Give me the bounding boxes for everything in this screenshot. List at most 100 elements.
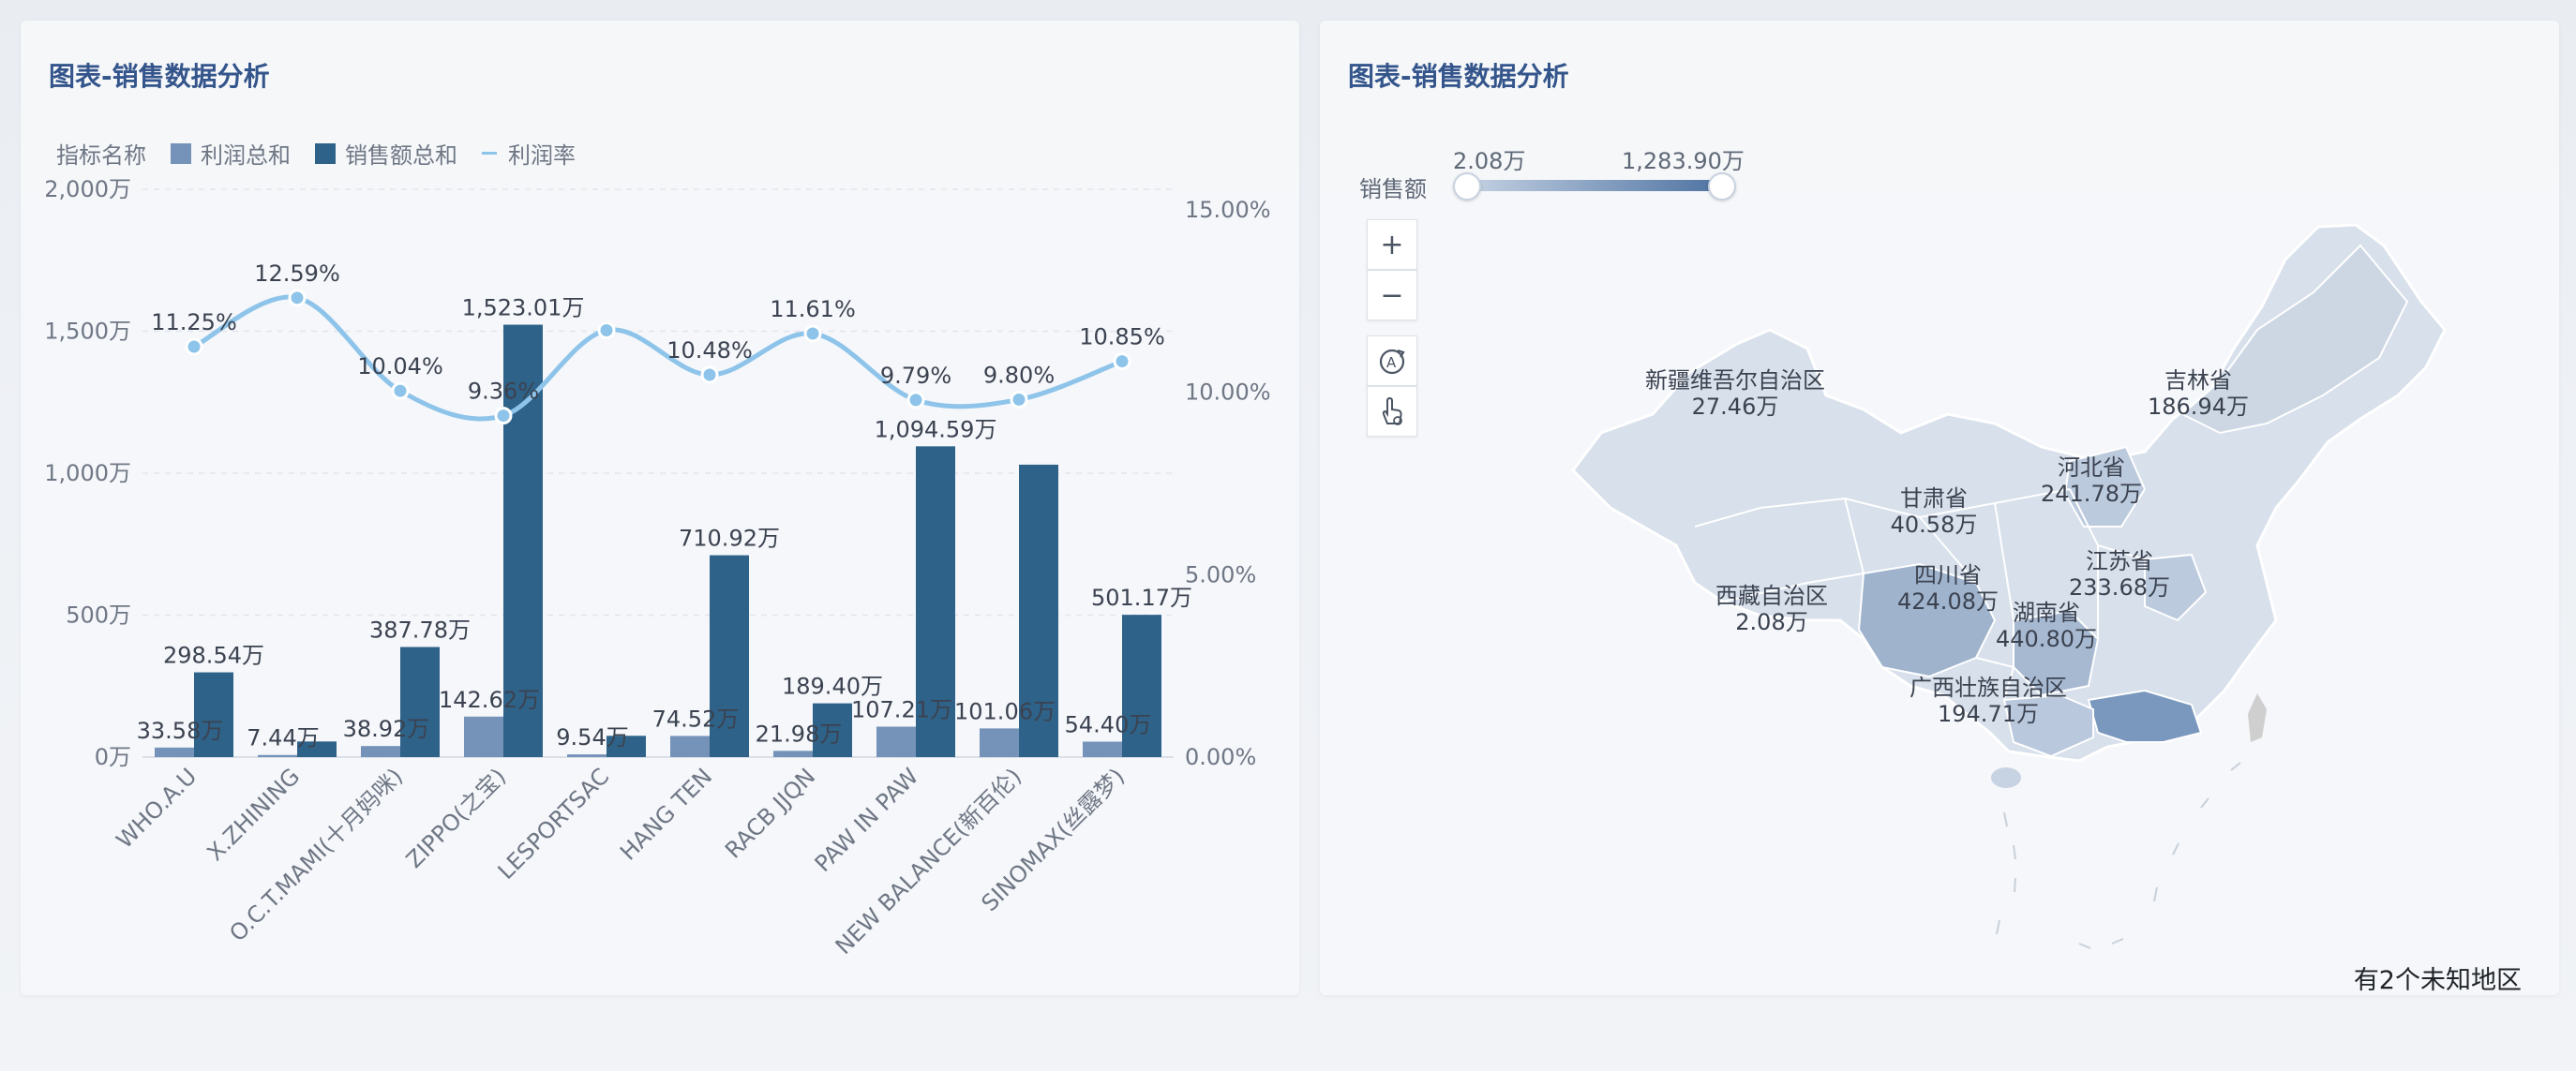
map-region-jiangsu[interactable] (2144, 553, 2208, 622)
province-borders (1694, 488, 2146, 701)
bar-profit-label: 101.06万 (954, 698, 1056, 724)
bar-sales-label: 387.78万 (369, 617, 471, 644)
unknown-regions-note: 有2个未知地区 (2353, 966, 2522, 995)
map-region-guangdong[interactable] (2087, 689, 2203, 743)
region-name-label: 四川省 (1914, 562, 1982, 588)
chart-title: 图表-销售数据分析 (49, 61, 270, 92)
line-margin-point (700, 365, 719, 384)
visual-map-label: 销售额 (1359, 176, 1427, 202)
y-right-tick-label: 5.00% (1185, 561, 1256, 588)
y-left-tick-label: 1,500万 (44, 319, 131, 345)
line-margin-label: 10.04% (357, 353, 443, 379)
region-name-label: 湖南省 (2013, 600, 2080, 626)
region-name-label: 广西壮族自治区 (1910, 675, 2067, 701)
region-name-label: 西藏自治区 (1715, 583, 1828, 609)
region-value-label: 40.58万 (1891, 512, 1978, 538)
svg-text:A: A (1386, 354, 1397, 371)
visual-map-range-bar[interactable] (1465, 180, 1720, 191)
line-margin-label: 9.36% (468, 379, 539, 405)
line-margin-label: 9.80% (983, 362, 1055, 388)
legend-item-margin[interactable]: 利润率 (482, 137, 576, 170)
y-left-tick-label: 500万 (66, 602, 131, 629)
region-name-label: 新疆维吾尔自治区 (1645, 367, 1825, 394)
bar-profit-label: 21.98万 (756, 721, 843, 747)
combo-chart-svg: 0万 500万 1,000万 1,500万 2,000万 0.00% 5.00% 10.00%… (44, 176, 1271, 959)
bar-profit-label: 9.54万 (556, 724, 628, 751)
bar-sales-label: 189.40万 (782, 674, 883, 700)
line-margin-label: 10.48% (666, 337, 753, 364)
legend-swatch-margin (482, 152, 497, 155)
bar-profit-label: 74.52万 (652, 706, 740, 732)
bar-sales (503, 324, 543, 757)
x-tick-label: WHO.A.U (112, 763, 202, 854)
y-right-tick-label: 0.00% (1185, 744, 1256, 770)
bar-profit (155, 747, 194, 757)
zoom-in-button[interactable]: + (1367, 219, 1417, 270)
region-name-label: 江苏省 (2086, 548, 2153, 574)
reset-view-button[interactable]: A (1367, 335, 1417, 386)
legend-label-margin: 利润率 (508, 142, 576, 169)
legend-label-sales: 销售额总和 (345, 142, 457, 169)
y-right-tick-label: 15.00% (1185, 197, 1271, 223)
reset-icon: A (1379, 349, 1405, 375)
bar-profit-label: 142.62万 (439, 687, 540, 713)
x-tick-label: HANG TEN (615, 763, 717, 865)
bar-sales-label: 1,523.01万 (462, 295, 585, 321)
zoom-out-button[interactable]: − (1367, 270, 1417, 320)
bar-profit (773, 751, 813, 757)
line-margin-point (494, 407, 513, 425)
visual-map-min-label: 2.08万 (1453, 148, 1526, 174)
bar-sales (1122, 615, 1161, 757)
bar-profit (980, 728, 1019, 757)
bar-profit (361, 746, 400, 757)
bar-profit (876, 726, 916, 757)
bar-profit (258, 754, 297, 757)
plus-icon: + (1380, 228, 1404, 261)
region-value-label: 241.78万 (2041, 481, 2142, 507)
region-name-label: 甘肃省 (1900, 485, 1968, 512)
bar-sales-label: 298.54万 (163, 643, 264, 669)
map-title: 图表-销售数据分析 (1348, 61, 1569, 92)
legend-item-sales[interactable]: 销售额总和 (315, 137, 457, 170)
minus-icon: − (1380, 278, 1404, 312)
visual-map-min-handle[interactable] (1453, 172, 1481, 201)
map-region-taiwan[interactable] (2248, 693, 2267, 742)
x-tick-label: RACB JJQN (720, 763, 820, 863)
map-region-hebei[interactable] (2063, 445, 2147, 528)
line-margin-point (906, 391, 925, 409)
line-margin-point (597, 320, 616, 339)
bar-sales (813, 703, 852, 757)
bar-sales-label: 710.92万 (679, 526, 780, 552)
legend-label-profit: 利润总和 (201, 142, 291, 169)
line-margin-point (185, 337, 203, 356)
legend-item-profit[interactable]: 利润总和 (171, 137, 291, 170)
legend-title: 指标名称 (56, 142, 146, 169)
map-region-northeast[interactable] (2180, 244, 2409, 435)
region-value-label: 440.80万 (1996, 626, 2097, 652)
region-name-label: 吉林省 (2164, 367, 2232, 394)
pan-tool-button[interactable] (1367, 386, 1417, 437)
bar-line-chart-panel: 图表-销售数据分析 指标名称 利润总和 销售额总和 利润率 0万 500万 1,00… (21, 21, 1299, 995)
line-margin-label: 12.59% (254, 260, 340, 287)
visual-map-max-handle[interactable] (1708, 172, 1736, 201)
map-region-hainan[interactable] (1991, 767, 2021, 788)
map-region-guangxi[interactable] (2002, 693, 2094, 758)
bar-profit-label: 7.44万 (247, 725, 319, 751)
region-value-label: 194.71万 (1938, 701, 2039, 727)
region-value-label: 424.08万 (1897, 588, 1999, 615)
line-margin-label: 9.79% (880, 363, 951, 389)
x-tick-label: NEW BALANCE(新百伦) (831, 763, 1027, 959)
x-tick-label: PAW IN PAW (810, 763, 924, 877)
bar-sales (400, 647, 440, 757)
chart-legend: 指标名称 利润总和 销售额总和 利润率 (56, 137, 576, 170)
x-tick-label: X.ZHINING (202, 763, 305, 866)
bar-profit (464, 716, 503, 757)
bar-sales (194, 672, 233, 757)
bar-profit-label: 107.21万 (851, 697, 952, 723)
bar-profit (670, 736, 710, 757)
x-tick-label: ZIPPO(之宝) (401, 763, 511, 872)
bar-profit (1083, 741, 1122, 757)
region-value-label: 2.08万 (1735, 609, 1807, 635)
